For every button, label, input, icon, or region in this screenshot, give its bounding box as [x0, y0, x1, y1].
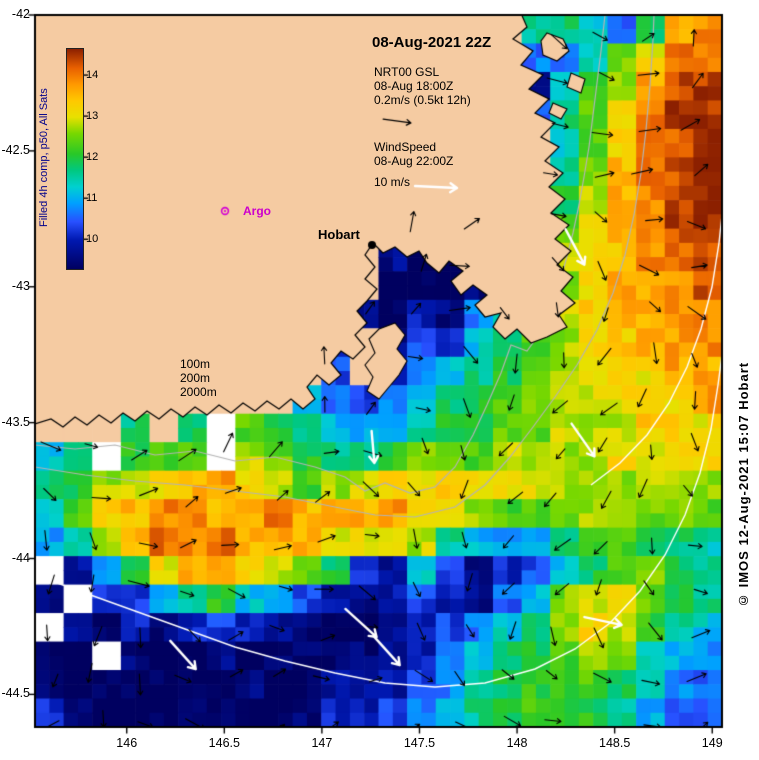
x-axis-tick-label: 146.5: [208, 736, 240, 750]
y-axis-tick-label: -42: [11, 7, 30, 21]
depth-contour-2000m: 2000m: [180, 385, 217, 399]
y-axis-tick-label: -43.5: [1, 414, 31, 429]
x-axis-tick-label: 147.5: [403, 736, 436, 750]
argo-float-label: Argo: [243, 204, 271, 218]
map-title: 08-Aug-2021 22Z: [372, 34, 492, 51]
x-axis-tick-label: 147: [311, 736, 333, 750]
x-axis-tick-label: 148.5: [599, 736, 631, 750]
wind-legend: WindSpeed 08-Aug 22:00Z 10 m/s: [374, 140, 453, 189]
current-legend-time: 08-Aug 18:00Z: [374, 79, 454, 93]
x-axis-tick-label: 148: [506, 736, 528, 750]
y-axis-tick-label: -44.5: [1, 686, 31, 701]
x-axis-tick-label: 149: [701, 736, 723, 750]
y-axis-tick-label: -43: [11, 278, 30, 293]
depth-contour-200m: 200m: [180, 371, 211, 385]
y-axis-tick-label: -44: [11, 550, 30, 565]
colorbar: [66, 48, 84, 270]
colorbar-tick-label: 11: [86, 192, 98, 205]
wind-legend-scale: 10 m/s: [374, 175, 411, 189]
current-legend-scale: 0.2m/s (0.5kt 12h): [374, 93, 471, 107]
wind-legend-time: 08-Aug 22:00Z: [374, 154, 454, 168]
colorbar-tick-label: 14: [86, 69, 99, 82]
current-legend-name: NRT00 GSL: [374, 65, 440, 79]
y-axis-tick-label: -42.5: [1, 142, 31, 157]
colorbar-tick-label: 13: [86, 110, 99, 123]
colorbar-tick-label: 12: [86, 151, 99, 164]
depth-contour-legend: 100m 200m 2000m: [180, 357, 217, 399]
colorbar-label: Filled 4h comp, p50, All Sats: [38, 88, 50, 228]
wind-legend-name: WindSpeed: [374, 140, 437, 154]
x-axis-tick-label: 146: [116, 736, 138, 750]
colorbar-tick-label: 10: [86, 233, 99, 246]
depth-contour-100m: 100m: [180, 357, 211, 371]
current-legend: NRT00 GSL 08-Aug 18:00Z 0.2m/s (0.5kt 12…: [374, 65, 471, 107]
hobart-city-label: Hobart: [318, 227, 360, 242]
copyright-credit: © IMOS 12-Aug-2021 15:07 Hobart: [736, 361, 751, 609]
